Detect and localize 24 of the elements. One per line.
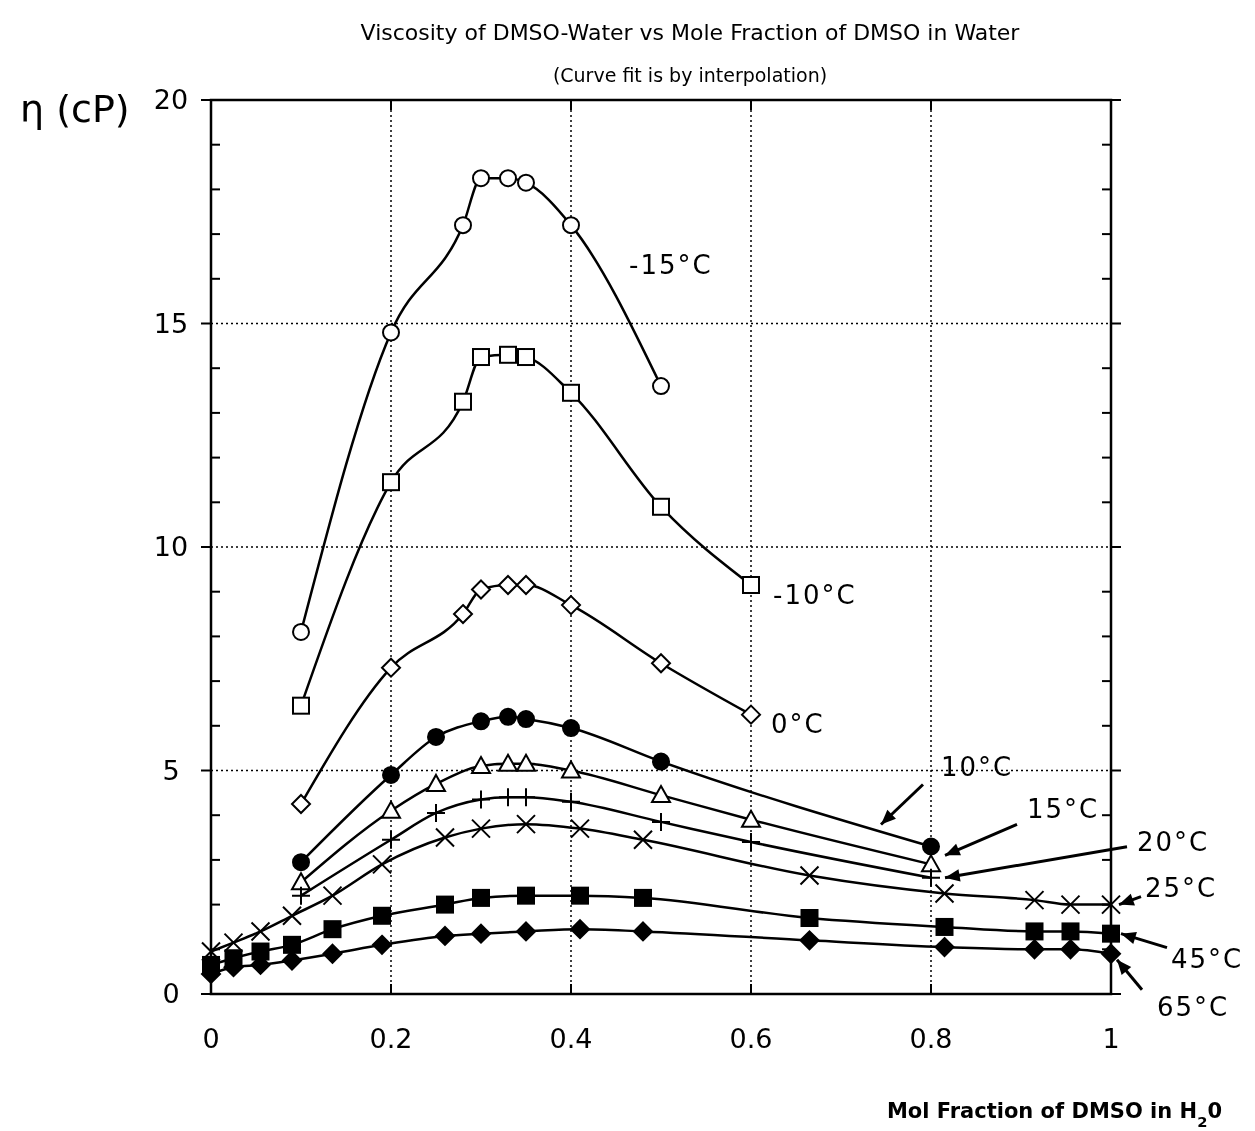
- series-label: -15°C: [629, 250, 713, 281]
- legend-label: 45°C: [1171, 943, 1244, 974]
- series-label: -10°C: [773, 579, 857, 610]
- x-tick-label: 0.4: [549, 1023, 593, 1054]
- y-tick-label: 0: [162, 978, 180, 1009]
- x-axis-title: Mol Fraction of DMSO in H$_{2}$0: [886, 1099, 1222, 1130]
- legend-label: 20°C: [1137, 826, 1210, 857]
- x-tick-label: 0.8: [909, 1023, 953, 1054]
- y-tick-label: 15: [153, 307, 189, 339]
- text: 15°C: [1027, 794, 1100, 825]
- series-label: 0°C: [771, 708, 825, 739]
- x-tick-label: 0.2: [369, 1023, 413, 1054]
- y-tick-label: 10: [153, 531, 189, 562]
- chart-subtitle: (Curve fit is by interpolation): [552, 64, 828, 86]
- text: 10°C: [941, 752, 1014, 783]
- y-axis-title: η (cP): [20, 87, 130, 131]
- legend-label: 65°C: [1157, 991, 1230, 1022]
- x-tick-label: 0: [202, 1023, 220, 1054]
- legend-label: 25°C: [1145, 872, 1218, 903]
- x-tick-label: 0.6: [729, 1023, 773, 1054]
- x-tick-label: 1: [1102, 1023, 1120, 1054]
- y-tick-label: 5: [162, 754, 180, 786]
- chart-title: Viscosity of DMSO-Water vs Mole Fraction of DMSO in Water: [360, 20, 1021, 45]
- y-tick-label: 20: [153, 84, 189, 115]
